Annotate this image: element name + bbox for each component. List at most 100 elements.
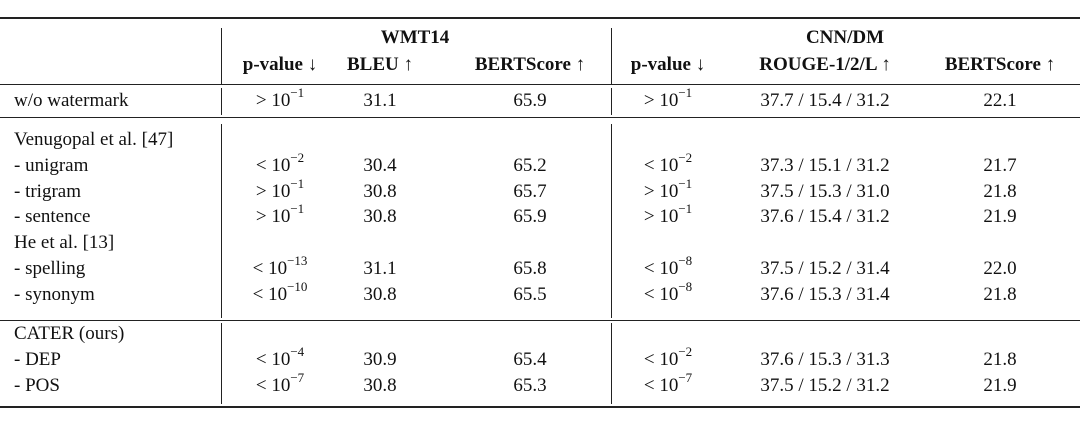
row-label: - sentence — [14, 206, 91, 228]
power-exponent: −4 — [290, 343, 305, 359]
cell-value: 65.9 — [513, 206, 547, 228]
power-exponent: −1 — [678, 201, 693, 217]
row-label: CATER (ours) — [14, 323, 125, 344]
power-base: 10 — [268, 258, 288, 279]
cell-value: 37.6 / 15.3 / 31.3 — [760, 348, 890, 370]
column-divider — [221, 323, 222, 404]
comparison-sign: < — [643, 258, 655, 279]
column-divider — [611, 323, 612, 404]
power-exponent: −10 — [287, 278, 308, 294]
cell-value: 37.6 / 15.4 / 31.2 — [760, 206, 890, 228]
comparison-sign: < — [252, 258, 264, 279]
cell-value: 21.7 — [983, 154, 1017, 176]
power-exponent: −1 — [290, 85, 305, 100]
power-exponent: −8 — [678, 253, 693, 268]
column-divider — [611, 124, 612, 318]
cell-value: 30.8 — [363, 206, 397, 228]
row-label: - synonym — [14, 283, 95, 305]
p-value: < 10−8 — [643, 254, 692, 280]
power-base: 10 — [659, 283, 679, 305]
power-base: 10 — [659, 258, 679, 279]
cell-value: 30.8 — [363, 374, 397, 396]
power-exponent: −2 — [678, 149, 693, 165]
p-value: < 10−8 — [643, 280, 692, 306]
power-exponent: −13 — [287, 253, 308, 268]
comparison-sign: < — [255, 154, 267, 176]
cell-value: 37.5 / 15.2 / 31.2 — [760, 374, 890, 396]
comparison-sign: < — [643, 154, 655, 176]
power-exponent: −2 — [290, 149, 305, 165]
power-exponent: −2 — [678, 343, 693, 359]
p-value: < 10−2 — [255, 151, 304, 177]
column-header: p-value ↓ — [630, 54, 706, 75]
cell-value: 65.9 — [513, 90, 547, 111]
power-base: 10 — [271, 90, 291, 111]
power-base: 10 — [659, 206, 679, 228]
power-exponent: −1 — [678, 85, 693, 100]
comparison-sign: < — [255, 374, 267, 396]
column-header: BERTScore ↑ — [474, 54, 586, 75]
column-divider — [611, 88, 612, 115]
p-value: > 10−1 — [255, 202, 304, 228]
power-base: 10 — [268, 283, 288, 305]
group-header: CNN/DM — [805, 27, 885, 48]
cell-value: 37.5 / 15.3 / 31.0 — [760, 180, 890, 202]
cell-value: 65.5 — [513, 283, 547, 305]
row-label: - POS — [14, 374, 60, 396]
column-divider — [221, 88, 222, 115]
cell-value: 37.7 / 15.4 / 31.2 — [760, 90, 890, 111]
cell-value: 65.8 — [513, 258, 547, 279]
comparison-sign: > — [643, 90, 655, 111]
column-header: BERTScore ↑ — [944, 54, 1056, 75]
comparison-sign: > — [255, 90, 267, 111]
power-base: 10 — [271, 180, 291, 202]
row-label: w/o watermark — [14, 90, 129, 111]
cell-value: 21.8 — [983, 283, 1017, 305]
row-label: - unigram — [14, 154, 89, 176]
cell-value: 37.5 / 15.2 / 31.4 — [760, 258, 890, 279]
column-header: p-value ↓ — [242, 54, 318, 75]
power-base: 10 — [659, 180, 679, 202]
cell-value: 21.9 — [983, 206, 1017, 228]
power-exponent: −1 — [290, 201, 305, 217]
section-rule — [0, 320, 1080, 321]
cell-value: 22.1 — [983, 90, 1017, 111]
p-value: > 10−1 — [256, 177, 304, 203]
comparison-sign: > — [643, 180, 655, 202]
power-exponent: −7 — [678, 369, 693, 385]
cell-value: 21.8 — [983, 348, 1017, 370]
cell-value: 22.0 — [983, 258, 1017, 279]
power-exponent: −8 — [678, 278, 693, 294]
power-base: 10 — [659, 374, 679, 396]
power-base: 10 — [659, 90, 679, 111]
cell-value: 31.1 — [363, 258, 397, 279]
cell-value: 21.9 — [983, 374, 1017, 396]
top-rule — [0, 17, 1080, 19]
comparison-sign: < — [255, 348, 267, 370]
power-base: 10 — [271, 374, 291, 396]
column-header: BLEU ↑ — [347, 54, 413, 75]
comparison-sign: > — [255, 206, 267, 228]
cell-value: 21.8 — [983, 180, 1017, 202]
comparison-sign: < — [643, 283, 655, 305]
power-exponent: −1 — [678, 175, 693, 191]
cell-value: 65.4 — [513, 348, 547, 370]
cell-value: 37.3 / 15.1 / 31.2 — [760, 154, 890, 176]
cell-value: 30.8 — [363, 283, 397, 305]
power-base: 10 — [659, 348, 679, 370]
row-label: - spelling — [14, 258, 86, 279]
p-value: < 10−7 — [255, 371, 304, 397]
power-base: 10 — [659, 154, 679, 176]
row-label: - DEP — [14, 348, 61, 370]
power-base: 10 — [271, 154, 291, 176]
p-value: < 10−4 — [255, 345, 304, 371]
column-divider — [221, 28, 222, 84]
p-value: < 10−2 — [643, 345, 692, 371]
cell-value: 65.2 — [513, 154, 547, 176]
comparison-sign: < — [643, 348, 655, 370]
cell-value: 37.6 / 15.3 / 31.4 — [760, 283, 890, 305]
cell-value: 30.8 — [363, 180, 397, 202]
power-base: 10 — [271, 348, 291, 370]
row-label: - trigram — [14, 180, 82, 202]
